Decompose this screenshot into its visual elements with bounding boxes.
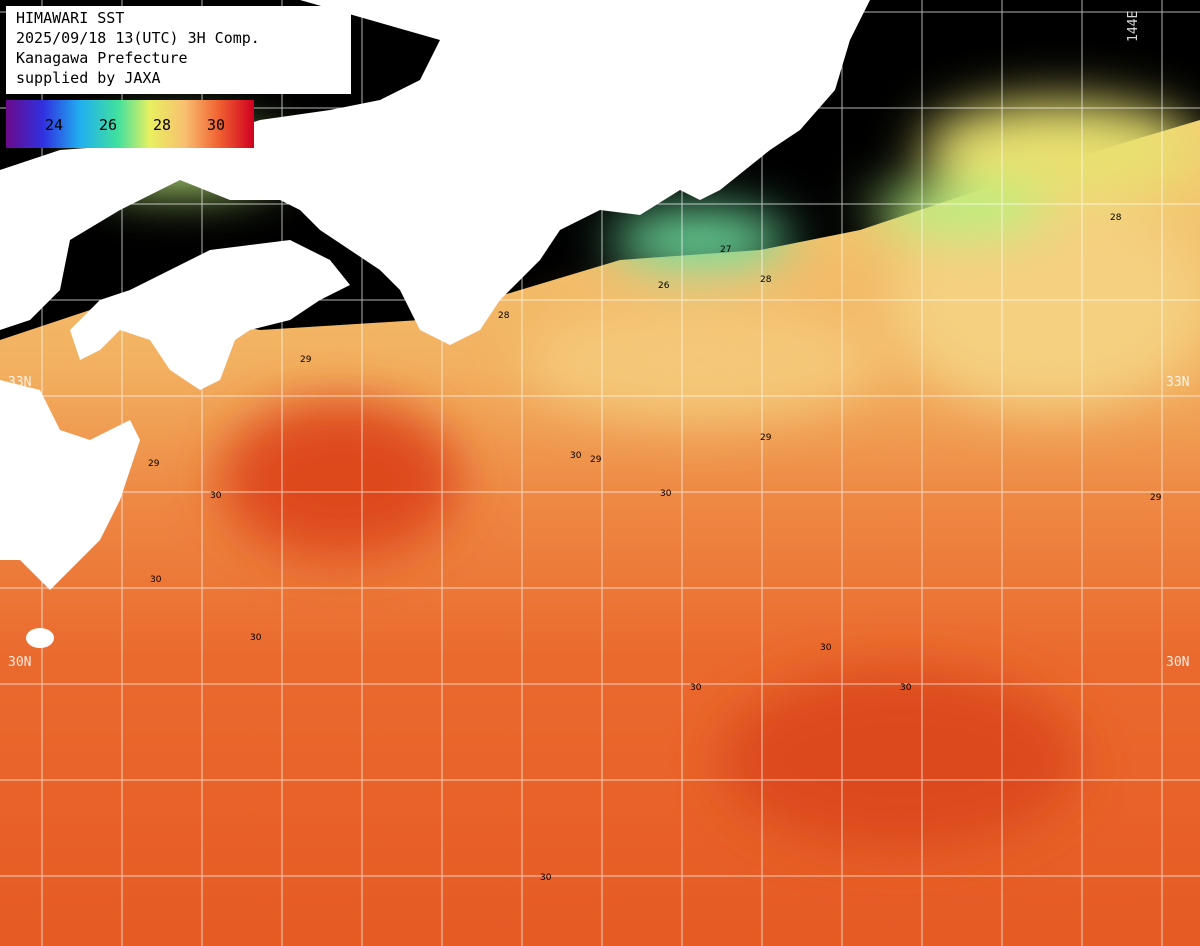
lat-label: 30N [8, 655, 31, 670]
contour-label: 28 [498, 311, 510, 321]
contour-label: 30 [570, 451, 582, 461]
contour-label: 30 [150, 575, 162, 585]
colorbar [6, 100, 254, 148]
contour-label: 30 [820, 643, 832, 653]
lat-label: 33N [8, 375, 31, 390]
contour-label: 26 [658, 281, 670, 291]
contour-label: 29 [300, 355, 312, 365]
header-line: 2025/09/18 13(UTC) 3H Comp. [16, 29, 260, 47]
contour-label: 30 [690, 683, 702, 693]
contour-label: 30 [210, 491, 222, 501]
header-line: Kanagawa Prefecture [16, 49, 188, 67]
lon-label: 136E [486, 11, 501, 42]
lat-label: 30N [1166, 655, 1189, 670]
colorbar-label: 24 [45, 116, 63, 134]
contour-label: 30 [900, 683, 912, 693]
contour-label: 30 [660, 489, 672, 499]
contour-label: 28 [760, 275, 772, 285]
contour-label: 29 [148, 459, 160, 469]
contour-label: 29 [760, 433, 772, 443]
lat-label: 33N [1166, 375, 1189, 390]
contour-label: 28 [1110, 213, 1122, 223]
contour-label: 30 [250, 633, 262, 643]
lon-label: 144E [1126, 11, 1141, 42]
land [0, 0, 870, 648]
header-line: supplied by JAXA [16, 69, 161, 87]
contour-label: 27 [720, 245, 731, 255]
contour-label: 30 [540, 873, 552, 883]
header-line: HIMAWARI SST [16, 9, 124, 27]
colorbar-label: 26 [99, 116, 117, 134]
contour-label: 29 [1150, 493, 1162, 503]
colorbar-label: 30 [207, 116, 225, 134]
colorbar-label: 28 [153, 116, 171, 134]
header-box [6, 6, 351, 94]
contour-label: 29 [590, 455, 602, 465]
